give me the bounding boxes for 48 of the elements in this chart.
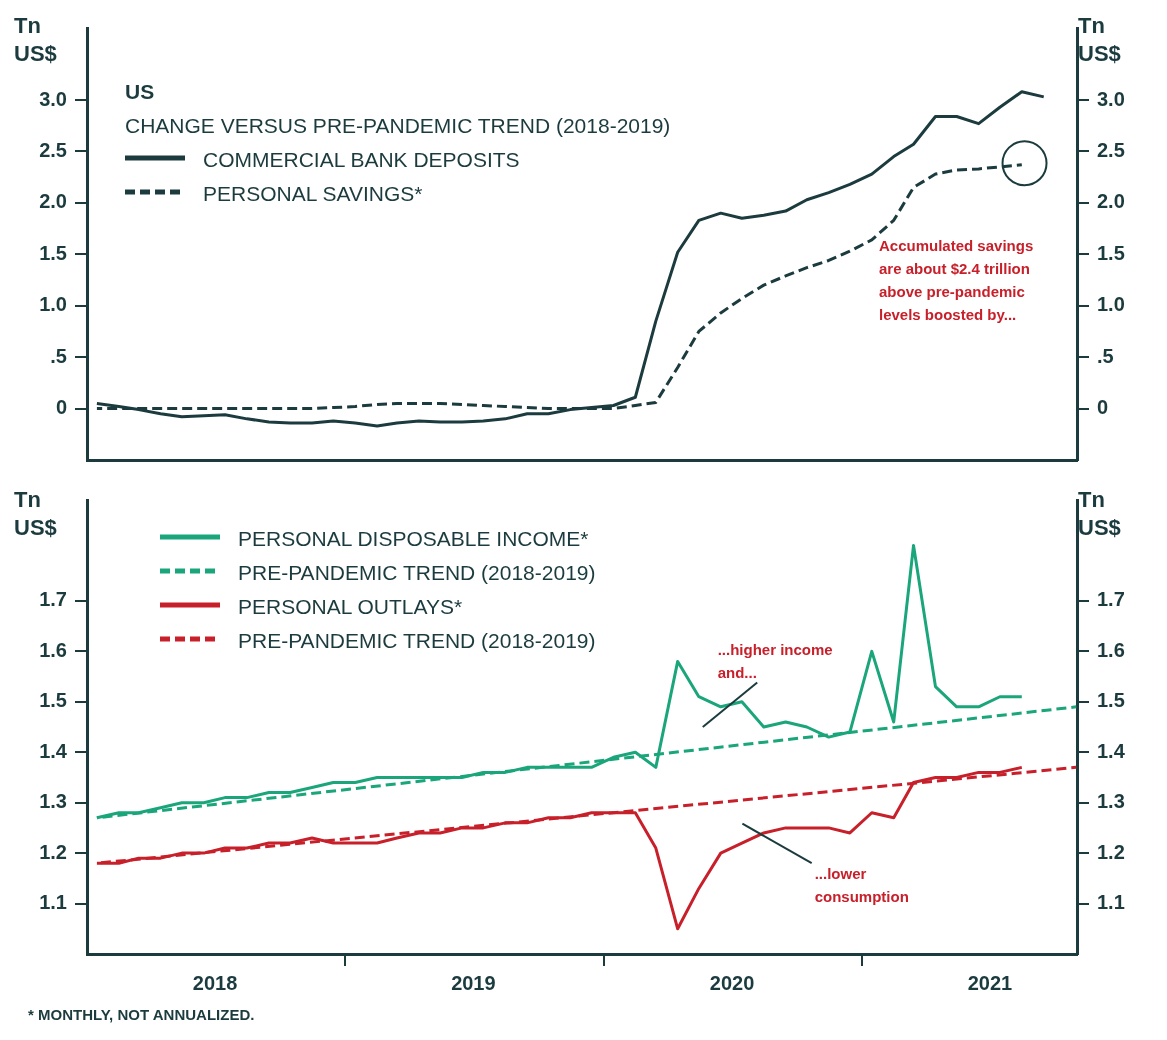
x-tick-label: 2018 xyxy=(192,971,238,994)
y-axis-title: Tn US$ xyxy=(14,486,58,542)
annotation: ...higher income and... xyxy=(717,640,833,681)
y-tick-label: 1.7 xyxy=(39,588,67,611)
annotation: Accumulated savings are about $2.4 trillion above pre-pandemic levels boosted by... xyxy=(879,237,1034,324)
y2-tick-label: 0 xyxy=(1097,396,1109,419)
x-tick-label: 2020 xyxy=(709,971,755,994)
y-tick-label: 1.1 xyxy=(39,891,67,914)
x-tick-label: 2019 xyxy=(451,971,496,994)
legend-label: PRE-PANDEMIC TREND (2018-2019) xyxy=(238,628,596,654)
y2-tick-label: 1.0 xyxy=(1097,293,1125,316)
legend-label: PERSONAL OUTLAYS* xyxy=(238,594,463,620)
y-tick-label: 1.2 xyxy=(39,840,67,863)
y-tick-label: 1.0 xyxy=(39,293,67,316)
annotation: ...lower consumption xyxy=(814,865,909,906)
text: US xyxy=(125,79,156,105)
legend-label: PERSONAL DISPOSABLE INCOME* xyxy=(238,526,589,552)
y2-tick-label: 3.0 xyxy=(1097,87,1125,110)
legend-label: PRE-PANDEMIC TREND (2018-2019) xyxy=(238,560,596,586)
y-tick-label: 1.4 xyxy=(39,739,68,762)
y2-tick-label: 2.0 xyxy=(1097,190,1125,213)
y2-tick-label: 1.3 xyxy=(1097,790,1125,813)
y2-axis-title: Tn US$ xyxy=(1078,486,1122,542)
y-tick-label: 1.3 xyxy=(39,790,67,813)
text: * MONTHLY, NOT ANNUALIZED. xyxy=(28,1006,256,1023)
legend-label: COMMERCIAL BANK DEPOSITS xyxy=(203,147,520,173)
y-tick-label: 1.6 xyxy=(39,638,67,661)
y2-tick-label: 1.7 xyxy=(1097,588,1125,611)
y-tick-label: 1.5 xyxy=(39,689,67,712)
y-axis-title: Tn US$ xyxy=(14,12,58,68)
y2-tick-label: .5 xyxy=(1097,344,1114,367)
y-tick-label: 1.5 xyxy=(39,241,67,264)
y-tick-label: .5 xyxy=(50,344,67,367)
y2-tick-label: 1.1 xyxy=(1097,891,1125,914)
y2-tick-label: 1.4 xyxy=(1097,739,1126,762)
y2-tick-label: 2.5 xyxy=(1097,138,1125,161)
y2-tick-label: 1.5 xyxy=(1097,689,1125,712)
y-tick-label: 3.0 xyxy=(39,87,67,110)
y2-axis-title: Tn US$ xyxy=(1078,12,1122,68)
y2-tick-label: 1.5 xyxy=(1097,241,1125,264)
legend-label: PERSONAL SAVINGS* xyxy=(203,181,423,207)
text: CHANGE VERSUS PRE-PANDEMIC TREND (2018-2019) xyxy=(125,113,671,139)
y-tick-label: 0 xyxy=(55,396,67,419)
x-tick-label: 2021 xyxy=(967,971,1013,994)
y2-tick-label: 1.2 xyxy=(1097,840,1125,863)
y2-tick-label: 1.6 xyxy=(1097,638,1125,661)
y-tick-label: 2.0 xyxy=(39,190,67,213)
y-tick-label: 2.5 xyxy=(39,138,67,161)
